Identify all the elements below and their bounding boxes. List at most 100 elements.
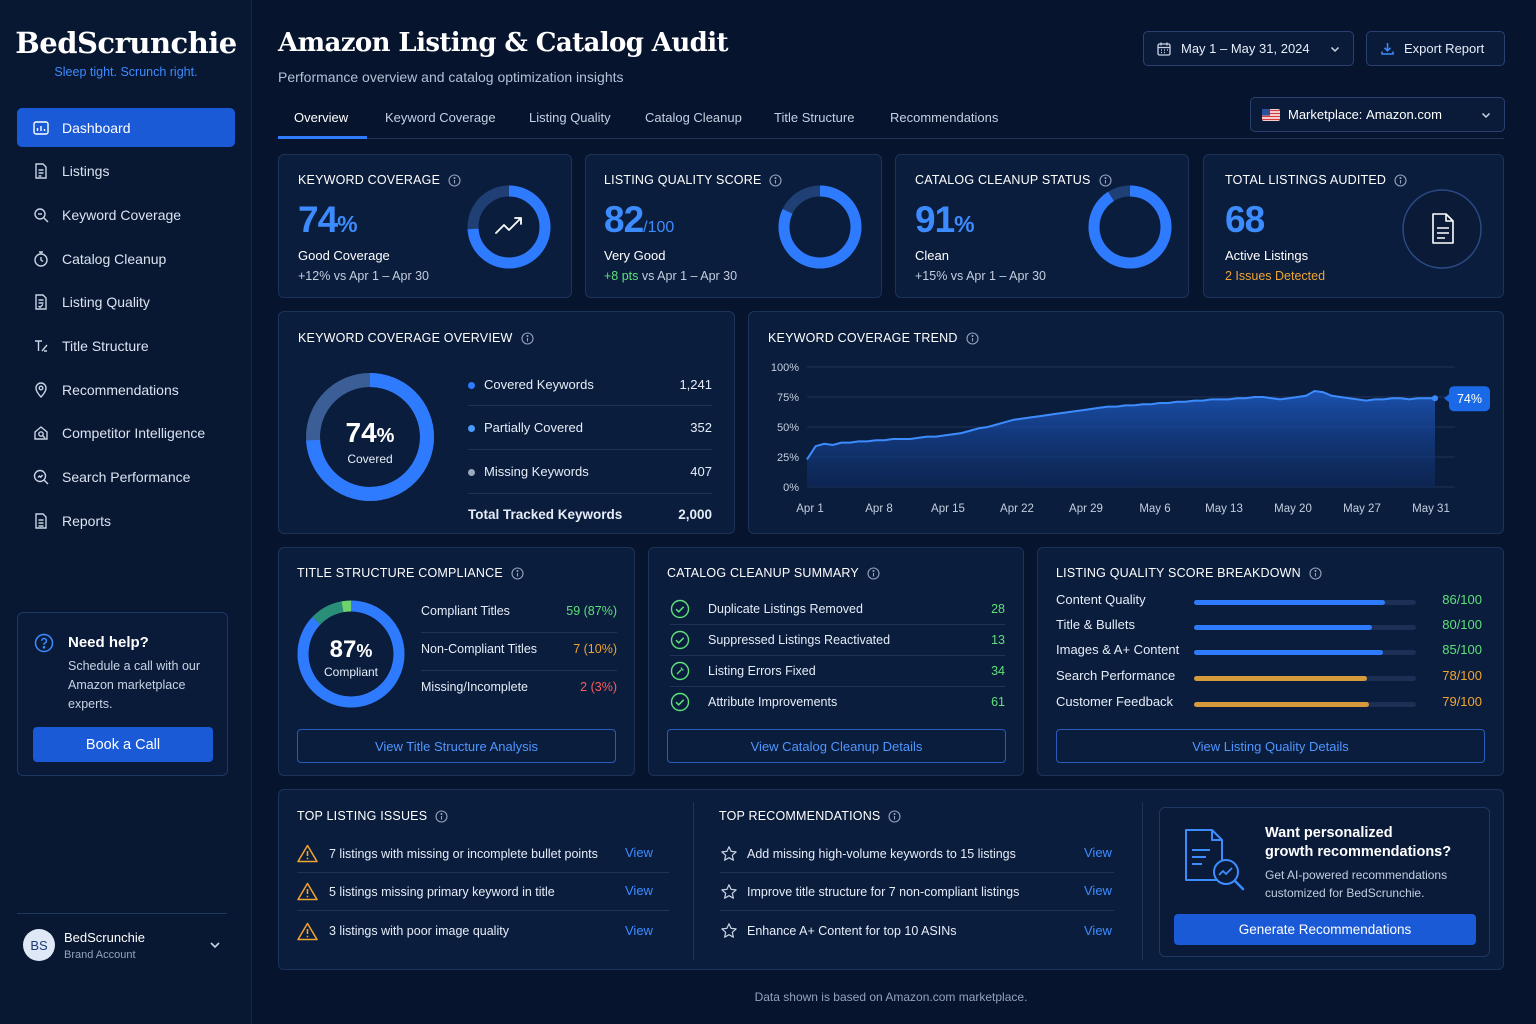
promo-title: Want personalized growth recommendations? [1265,825,1452,860]
info-icon[interactable] [867,566,880,580]
date-range-picker[interactable]: May 1 – May 31, 2024 [1143,31,1354,66]
list-item: Suppressed Listings Reactivated 13 [670,625,1005,655]
date-range-value: May 1 – May 31, 2024 [1181,41,1310,56]
info-icon[interactable] [448,173,461,187]
help-text: Schedule a call with our Amazon marketpl… [68,659,201,711]
avatar[interactable]: BS [23,929,55,961]
view-link[interactable]: View [1084,923,1112,938]
breakdown-value: 85/100 [1442,642,1482,657]
view-cleanup-details-button[interactable]: View Catalog Cleanup Details [667,729,1006,763]
y-tick-label: 25% [777,452,799,464]
info-icon[interactable] [511,566,524,580]
donut-center-label: Compliant [324,665,379,679]
help-card: Need help? Schedule a call with our Amaz… [17,612,228,776]
export-report-button[interactable]: Export Report [1366,31,1505,66]
end-value-badge [1449,386,1490,412]
breakdown-label: Images & A+ Content [1056,642,1180,657]
marketplace-select[interactable]: Marketplace: Amazon.com [1250,97,1505,132]
list-item: 7 listings with missing or incomplete bu… [297,835,669,872]
x-tick-label: May 31 [1412,503,1450,515]
sidebar-item-recommendations[interactable]: Recommendations [17,370,235,409]
divider [17,913,227,914]
question-circle-icon [34,633,54,653]
donut-center-value: 87% [330,636,373,663]
report-icon [35,512,47,529]
tab-title-structure[interactable]: Title Structure [774,110,855,125]
list-item: Listing Errors Fixed 34 [670,656,1005,686]
sidebar-item-label: Reports [62,512,112,529]
sidebar-item-search-performance[interactable]: Search Performance [17,458,235,497]
info-icon[interactable] [769,173,783,187]
sidebar-item-listings[interactable]: Listings [17,152,235,191]
trend-line [806,389,1435,460]
sidebar-item-keyword-coverage[interactable]: Keyword Coverage [17,195,235,234]
breakdown-label: Customer Feedback [1056,694,1174,709]
tab-listing-quality[interactable]: Listing Quality [529,110,611,125]
catalog-cleanup-card: CATALOG CLEANUP STATUS 91% Clean +15% vs… [895,154,1189,298]
book-call-button[interactable]: Book a Call [33,727,213,762]
chevron-down-icon[interactable] [208,938,222,952]
list-item: Improve title structure for 7 non-compli… [720,873,1114,910]
warning-icon [297,882,318,901]
sidebar: BedScrunchie Sleep tight. Scrunch right.… [0,0,252,1024]
card-title: KEYWORD COVERAGE TREND [768,331,979,345]
competitor-icon [34,426,48,441]
tab-recommendations[interactable]: Recommendations [890,110,999,125]
sidebar-item-listing-quality[interactable]: Listing Quality [17,283,235,322]
generate-recommendations-button[interactable]: Generate Recommendations [1174,914,1476,945]
trend-chart: 0% 25% 50% 75% 100% Apr 1 Apr 8 Apr 15 Apr 22 Ap… [771,362,1490,515]
info-icon[interactable] [888,809,902,823]
score-bar [1194,702,1416,707]
view-link[interactable]: View [1084,845,1112,860]
info-icon[interactable] [1098,173,1112,187]
info-icon[interactable] [1309,566,1322,580]
check-circle-icon [670,630,690,650]
sidebar-item-dashboard[interactable]: Dashboard [17,108,235,147]
info-icon[interactable] [966,331,979,345]
view-link[interactable]: View [1084,883,1112,898]
list-item: Covered Keywords 1,241 [468,363,712,405]
tab-overview[interactable]: Overview [294,110,349,125]
view-title-analysis-button[interactable]: View Title Structure Analysis [297,729,616,763]
tab-catalog-cleanup[interactable]: Catalog Cleanup [645,110,742,125]
title-compliance-donut: 87% Compliant [297,600,405,708]
card-title: TOTAL LISTINGS AUDITED [1225,173,1407,187]
account-name[interactable]: BedScrunchie [64,930,145,945]
trend-end-point [1432,395,1438,402]
x-tick-label: Apr 22 [1000,503,1034,515]
list-item: Attribute Improvements 61 [670,687,1005,717]
promo-card: Want personalized growth recommendations?… [1159,807,1490,957]
list-item: Non-Compliant Titles 7 (10%) [421,642,617,656]
sidebar-item-reports[interactable]: Reports [17,501,235,540]
view-link[interactable]: View [625,845,653,860]
brand-tagline: Sleep tight. Scrunch right. [54,65,198,79]
keyword-coverage-ring [467,185,551,269]
chevron-down-icon [1481,112,1491,119]
score-bar-fill [1194,600,1385,605]
view-link[interactable]: View [625,923,653,938]
view-link[interactable]: View [625,883,653,898]
keyword-overview-card: KEYWORD COVERAGE OVERVIEW 74% Covered Co… [278,311,735,534]
cleanup-list: Duplicate Listings Removed 28 Suppressed … [670,594,1005,717]
x-tick-label: May 6 [1139,503,1170,515]
catalog-cleanup-value: 91% [915,199,975,240]
issues-detected[interactable]: 2 Issues Detected [1225,269,1326,283]
score-bar [1194,625,1416,630]
x-tick-label: Apr 8 [865,503,893,515]
listing-quality-value: 82/100 [604,199,675,240]
sidebar-item-title-structure[interactable]: Title Structure [17,326,235,365]
info-icon[interactable] [1394,173,1407,187]
breakdown-value: 86/100 [1442,592,1482,607]
tab-keyword-coverage[interactable]: Keyword Coverage [385,110,496,125]
sidebar-item-catalog-cleanup[interactable]: Catalog Cleanup [17,239,235,278]
brand-logo[interactable]: BedScrunchie [15,26,237,60]
x-tick-label: May 20 [1274,503,1312,515]
view-quality-details-button[interactable]: View Listing Quality Details [1056,729,1485,763]
sidebar-item-label: Listing Quality [62,294,150,311]
dashboard-icon [33,120,49,135]
warning-icon [297,844,318,863]
info-icon[interactable] [435,809,448,823]
info-icon[interactable] [520,331,534,345]
sidebar-item-competitor-intelligence[interactable]: Competitor Intelligence [17,414,235,453]
issues-list: 7 listings with missing or incomplete bu… [297,835,669,951]
